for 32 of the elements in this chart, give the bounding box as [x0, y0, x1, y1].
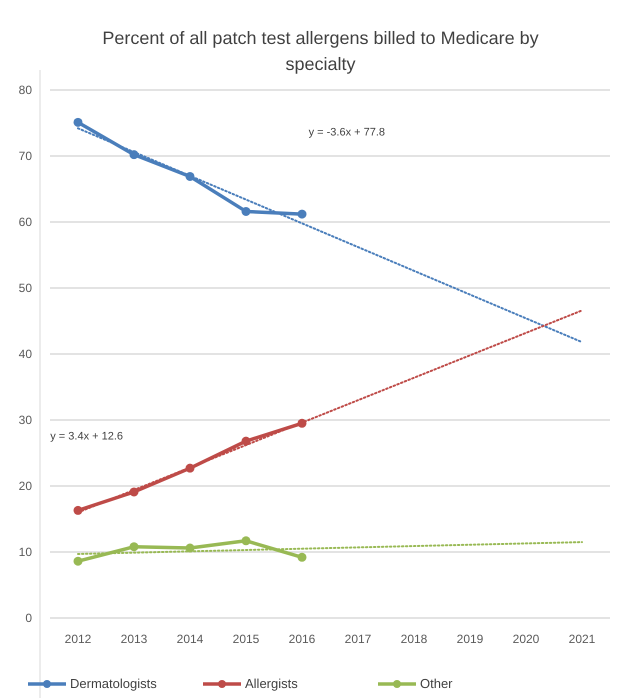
legend-label: Allergists — [245, 676, 298, 691]
x-tick-label: 2021 — [568, 632, 596, 646]
point — [242, 206, 250, 216]
x-tick-label: 2013 — [120, 632, 148, 646]
point — [74, 118, 82, 127]
legend-label: Other — [420, 676, 454, 691]
y-tick-label: 80 — [18, 83, 32, 97]
x-tick-label: 2016 — [288, 632, 316, 646]
y-tick-label: 0 — [25, 611, 32, 625]
x-tick-label: 2015 — [232, 632, 260, 646]
y-tick-label: 40 — [18, 347, 32, 361]
chart-title: Percent of all patch test allergens billed to Medicare by specialty — [102, 28, 539, 74]
legend-label: Dermatologists — [70, 676, 158, 691]
point — [74, 556, 82, 566]
y-tick-label: 70 — [18, 149, 32, 163]
y-tick-label: 20 — [18, 479, 32, 493]
point — [242, 536, 250, 546]
y-tick-label: 60 — [18, 215, 32, 229]
x-tick-label: 2018 — [400, 632, 428, 646]
x-tick-label: 2014 — [176, 632, 204, 646]
y-tick-label: 30 — [18, 413, 32, 427]
y-tick-label: 50 — [18, 281, 32, 295]
y-tick-label: 10 — [18, 545, 32, 559]
x-tick-label: 2017 — [344, 632, 372, 646]
x-tick-label: 2012 — [64, 632, 92, 646]
annotation: y = -3.6x + 77.8 — [308, 126, 386, 139]
x-tick-label: 2020 — [512, 632, 540, 646]
point — [298, 210, 306, 219]
x-tick-label: 2019 — [456, 632, 484, 646]
annotation: y = 3.4x + 12.6 — [50, 430, 124, 442]
point — [130, 542, 138, 552]
point — [298, 552, 306, 562]
